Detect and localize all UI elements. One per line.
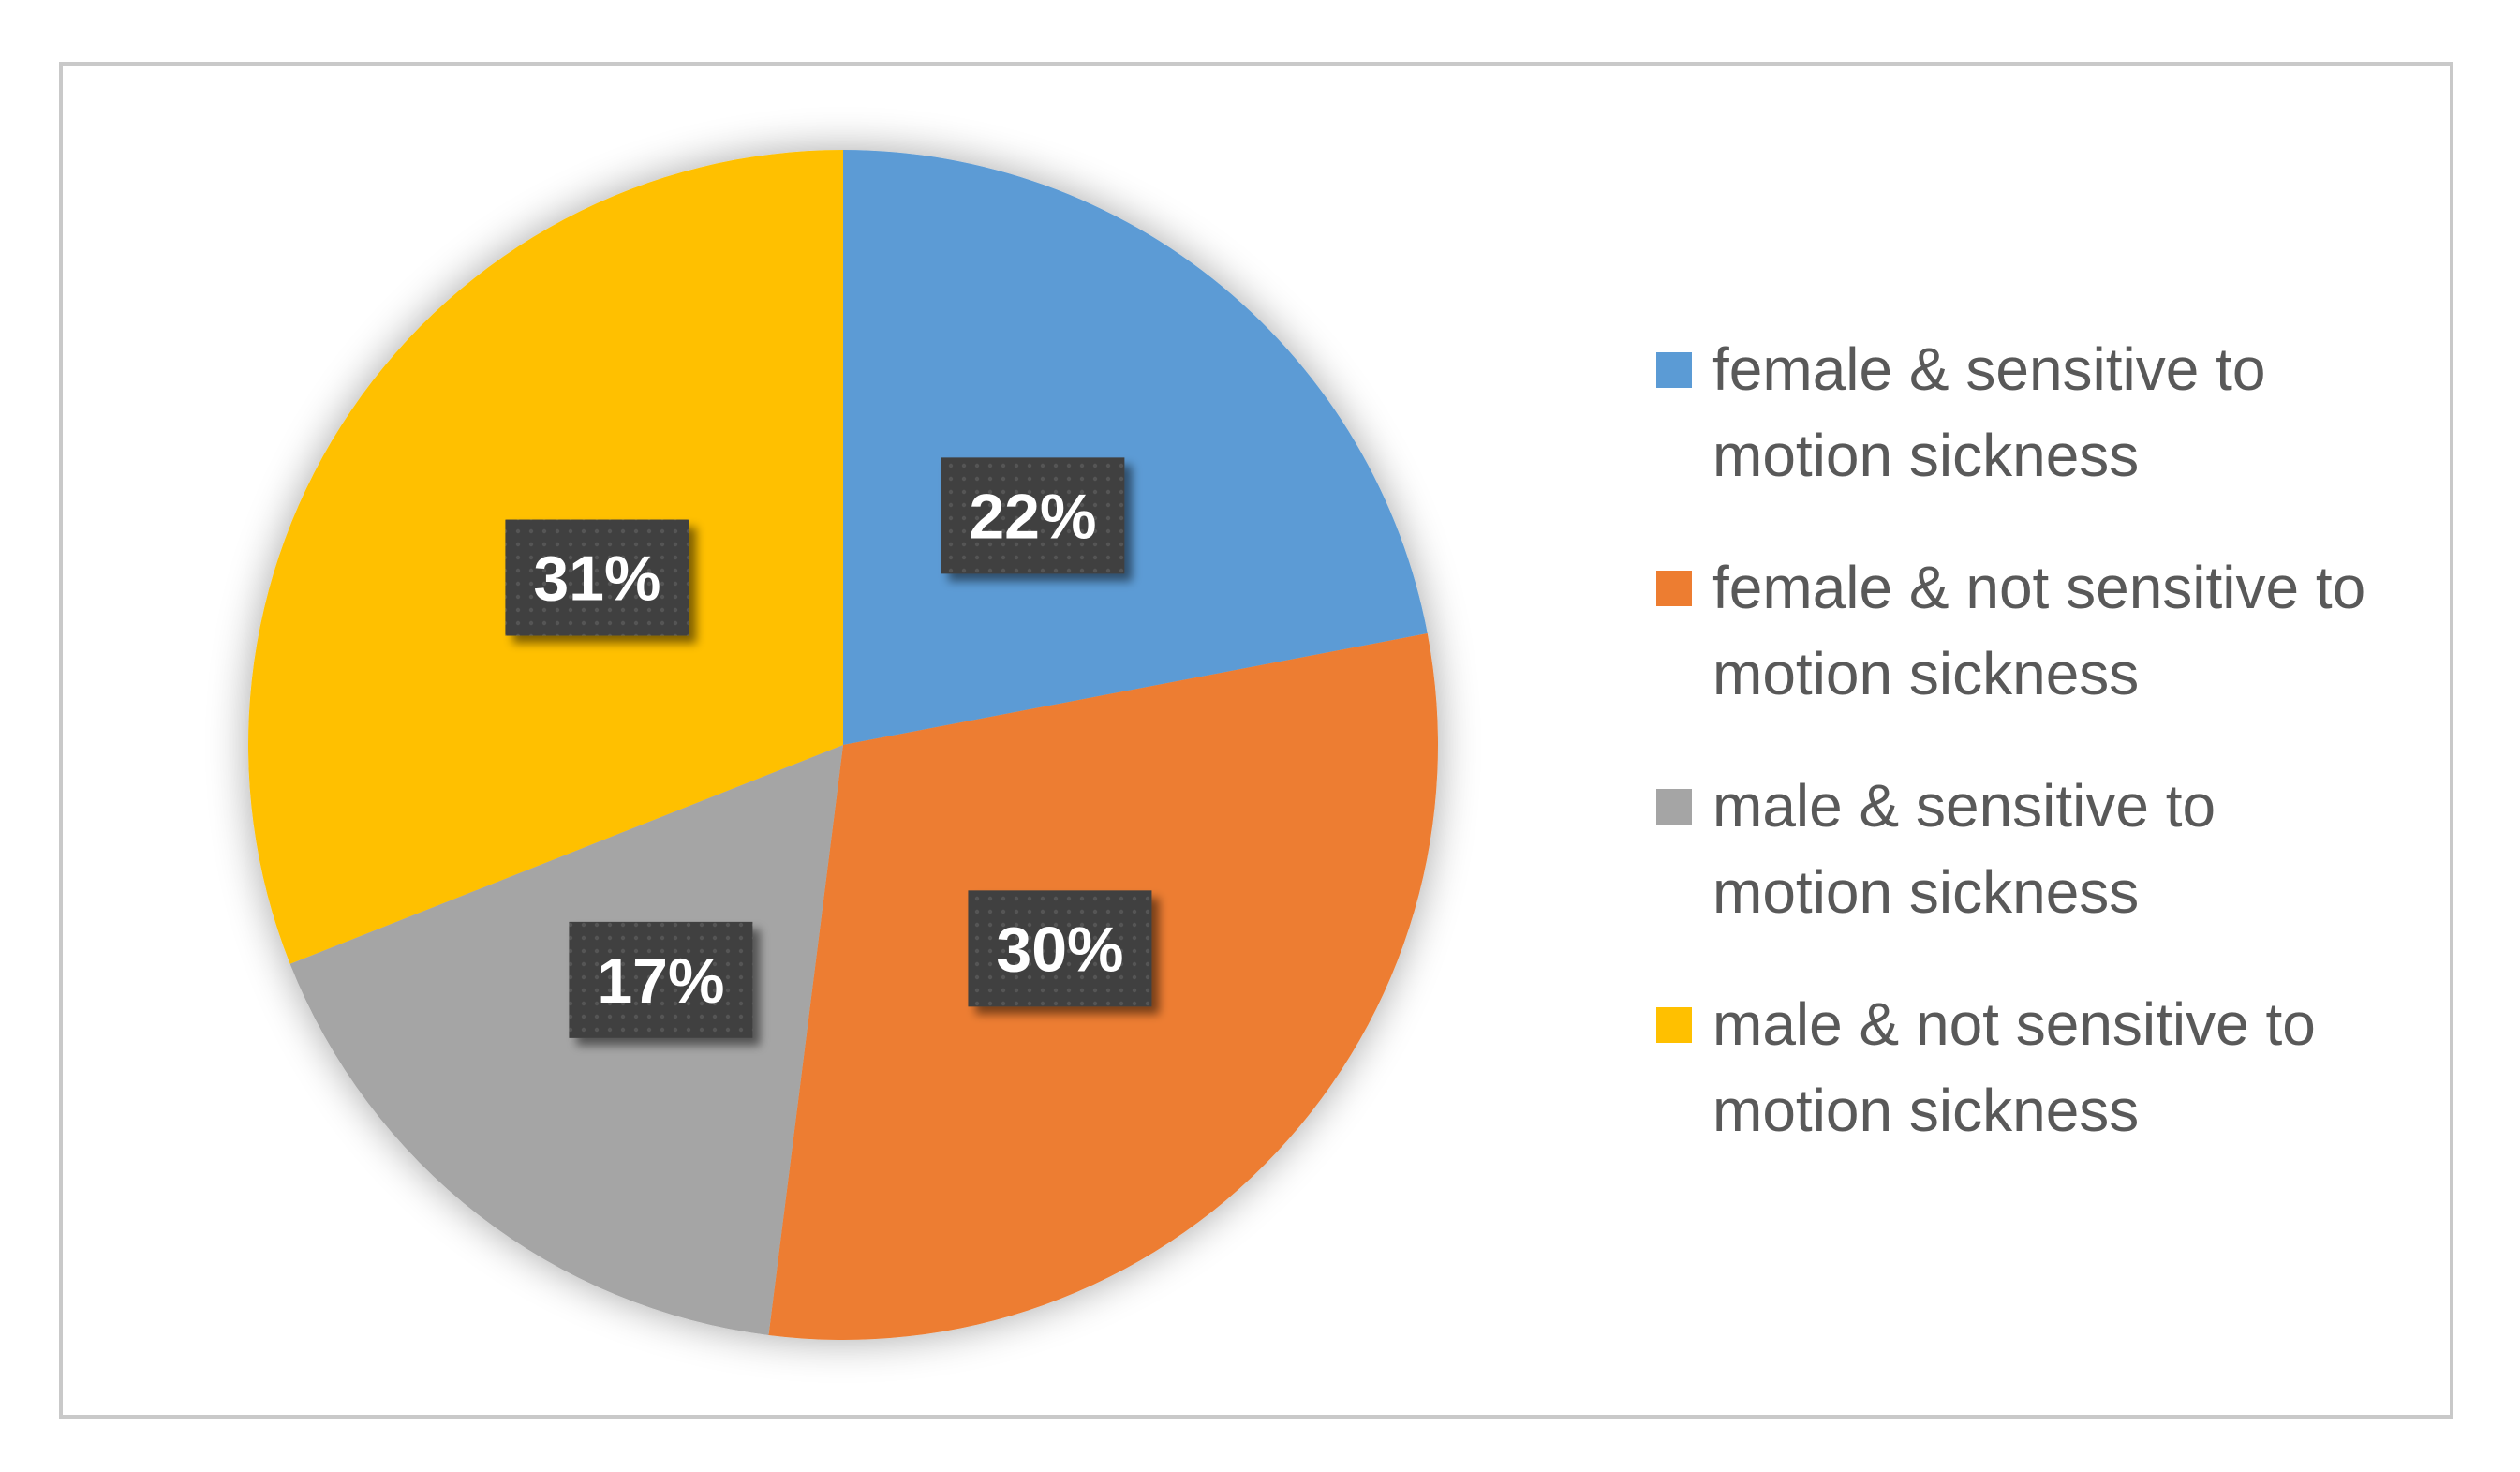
data-label: 17%	[569, 921, 753, 1038]
data-label-text: 22%	[969, 481, 1096, 552]
data-label: 22%	[941, 457, 1125, 574]
data-label-text: 30%	[996, 914, 1123, 985]
data-label-box	[505, 519, 689, 636]
legend-item: female & sensitive to motion sickness	[1656, 326, 2406, 544]
legend-label: female & sensitive to motion sickness	[1712, 335, 2266, 489]
legend-label: male & sensitive to motion sickness	[1712, 772, 2216, 926]
legend-swatch	[1656, 789, 1692, 825]
legend: female & sensitive to motion sickness fe…	[1656, 326, 2406, 1199]
data-label-box	[968, 890, 1152, 1007]
pie-slice	[843, 150, 1428, 745]
legend-label: male & not sensitive to motion sickness	[1712, 990, 2316, 1144]
data-label: 31%	[505, 519, 689, 636]
legend-item: male & not sensitive to motion sickness	[1656, 981, 2406, 1199]
pie-slice	[289, 745, 843, 1335]
legend-swatch	[1656, 352, 1692, 388]
data-label: 30%	[968, 890, 1152, 1007]
data-label-text: 31%	[533, 543, 660, 615]
legend-label: female & not sensitive to motion sicknes…	[1712, 554, 2366, 707]
data-label-text: 17%	[597, 945, 724, 1017]
legend-item: female & not sensitive to motion sicknes…	[1656, 544, 2406, 763]
legend-item: male & sensitive to motion sickness	[1656, 763, 2406, 981]
data-label-box	[941, 457, 1125, 574]
legend-swatch	[1656, 1007, 1692, 1043]
data-label-box	[569, 921, 753, 1038]
legend-swatch	[1656, 571, 1692, 606]
